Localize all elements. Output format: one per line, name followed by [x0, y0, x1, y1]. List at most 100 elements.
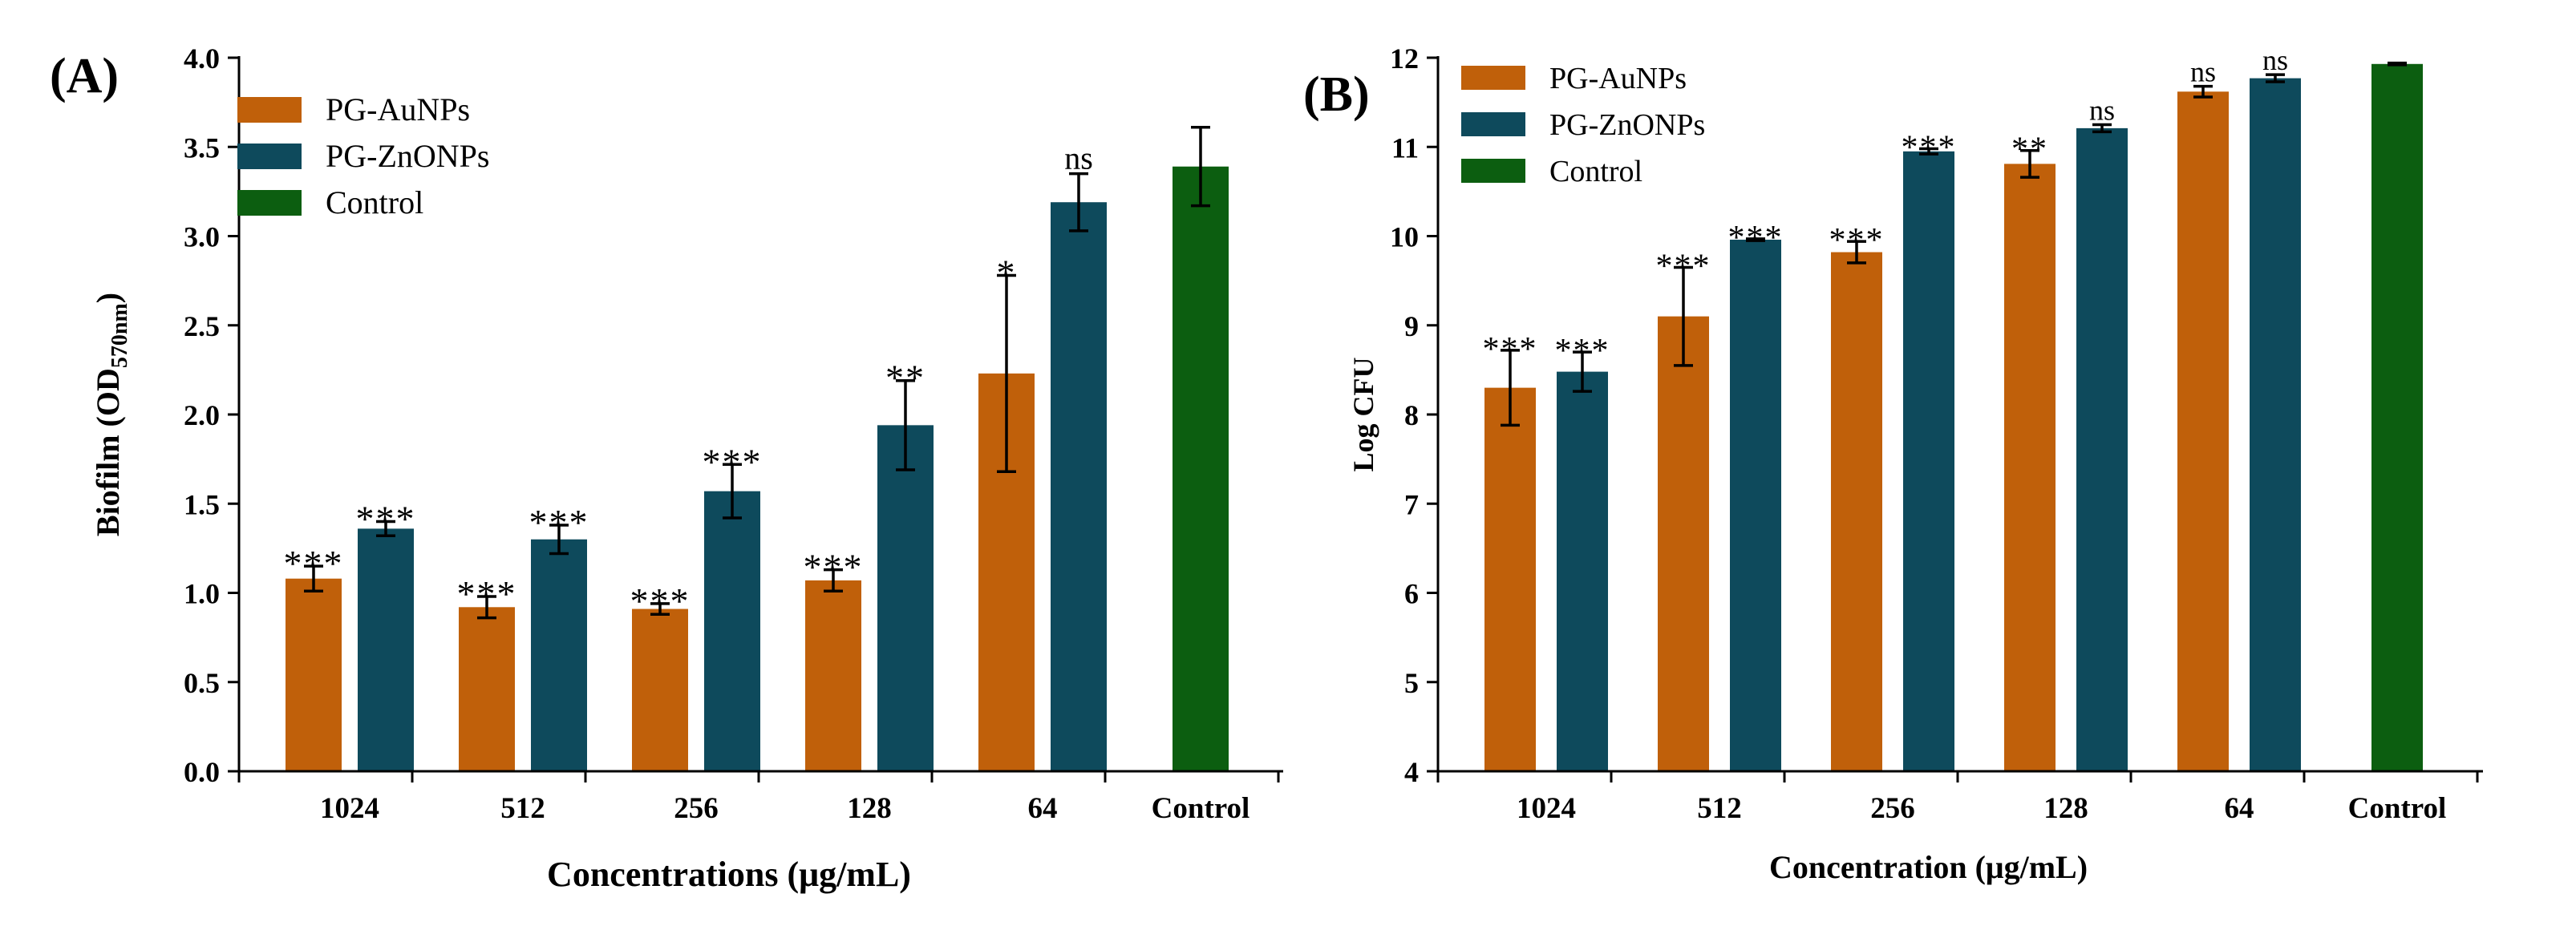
x-tick-label-a: 512 — [500, 792, 545, 825]
error-bar-a-0-0 — [304, 564, 323, 593]
bar-b-pg-znonps-128 — [2076, 127, 2128, 771]
legend-label: PG-AuNPs — [326, 91, 470, 127]
significance-label: *** — [457, 573, 517, 614]
error-bar-b-4-1 — [2266, 73, 2285, 83]
y-tick-label-a: 1.5 — [184, 488, 220, 520]
y-tick-label-a: 2.5 — [184, 310, 220, 342]
significance-label: *** — [630, 580, 691, 621]
bar-b-pg-aunps-1024 — [1484, 387, 1536, 771]
x-tick-label-b: Control — [2348, 792, 2447, 825]
bar-a-pg-znonps-1024 — [358, 528, 414, 771]
error-bar-b-1-1 — [1746, 237, 1765, 242]
bar-a-pg-aunps-1024 — [286, 578, 342, 771]
y-axis-label-a: Biofilm (OD570nm) — [90, 293, 132, 536]
error-bar-b-2-1 — [1919, 147, 1938, 156]
error-bar-a-5-2 — [1191, 126, 1210, 208]
significance-label: ** — [885, 358, 925, 398]
error-bar-b-4-0 — [2193, 84, 2213, 99]
legend-a: PG-AuNPs PG-ZnONPs Control — [237, 91, 489, 220]
significance-label: ** — [2011, 131, 2048, 168]
x-tick-label-a: 128 — [847, 792, 892, 825]
y-axis-label-b: Log CFU — [1347, 358, 1379, 472]
legend-label: PG-AuNPs — [1549, 62, 1687, 95]
y-tick-label-a: 3.5 — [184, 131, 220, 164]
significance-label: *** — [1728, 220, 1784, 257]
bar-b-pg-znonps-512 — [1730, 239, 1781, 771]
error-bar-b-5-2 — [2388, 61, 2407, 67]
y-axis-label-main: Biofilm (OD — [90, 368, 126, 536]
significance-label: *** — [1829, 222, 1885, 259]
bar-a-pg-znonps-256 — [704, 491, 760, 771]
x-tick-label-b: 64 — [2225, 792, 2254, 825]
legend-swatch — [237, 190, 302, 216]
error-bar-a-1-0 — [477, 595, 496, 620]
y-tick-label-a: 2.0 — [184, 399, 220, 431]
significance-label: * — [997, 252, 1017, 293]
y-tick-label-b: 11 — [1391, 131, 1419, 164]
error-bar-a-0-1 — [376, 520, 395, 538]
x-tick-label-b: 512 — [1697, 792, 1742, 825]
error-bar-b-3-1 — [2092, 123, 2112, 134]
x-tick-label-b: 128 — [2043, 792, 2088, 825]
x-axis-label-a: Concentrations (μg/mL) — [547, 855, 911, 894]
y-tick-label-b: 8 — [1404, 399, 1419, 431]
significance-label: *** — [703, 441, 763, 482]
panel-label-b: (B) — [1303, 67, 1370, 122]
x-tick-label-a: 1024 — [320, 792, 379, 825]
error-bar-a-4-1 — [1069, 172, 1088, 233]
bar-b-pg-aunps-512 — [1658, 316, 1709, 771]
y-tick-label-b: 5 — [1404, 667, 1419, 699]
significance-label: *** — [356, 499, 416, 540]
bar-a-pg-aunps-512 — [459, 607, 515, 771]
error-bar-a-2-1 — [723, 463, 742, 520]
significance-label: ns — [2190, 56, 2216, 88]
y-axis-label-subscript: 570nm — [107, 303, 132, 368]
bar-a-pg-znonps-64 — [1051, 202, 1107, 772]
error-bar-a-4-0 — [997, 273, 1016, 473]
y-axis-label-main: Log CFU — [1347, 358, 1379, 472]
error-bar-b-0-1 — [1573, 350, 1592, 393]
significance-label: ns — [1064, 140, 1093, 176]
legend-label: PG-ZnONPs — [326, 138, 489, 174]
legend-swatch — [1461, 66, 1525, 90]
y-tick-label-b: 6 — [1404, 578, 1419, 610]
y-tick-label-b: 4 — [1404, 756, 1419, 788]
y-tick-label-a: 3.0 — [184, 221, 220, 253]
significance-label: *** — [1483, 331, 1538, 368]
y-tick-label-b: 12 — [1390, 42, 1419, 75]
legend-label: Control — [326, 184, 423, 220]
legend-swatch — [1461, 159, 1525, 183]
bar-b-pg-aunps-128 — [2004, 164, 2056, 771]
error-bar-b-1-0 — [1674, 265, 1693, 367]
y-tick-label-a: 0.0 — [184, 756, 220, 788]
x-tick-label-a: 256 — [674, 792, 719, 825]
x-tick-label-b: 256 — [1870, 792, 1915, 825]
error-bar-b-0-0 — [1501, 349, 1520, 427]
legend-label: Control — [1549, 155, 1642, 188]
error-bar-a-3-1 — [896, 378, 915, 471]
significance-label: *** — [529, 502, 589, 543]
significance-label: *** — [804, 547, 864, 588]
x-axis-label-b: Concentration (μg/mL) — [1769, 849, 2088, 885]
y-tick-label-a: 1.0 — [184, 578, 220, 610]
legend-swatch — [1461, 112, 1525, 136]
bar-b-pg-znonps-256 — [1903, 151, 1954, 771]
error-bar-a-2-0 — [650, 602, 670, 616]
x-tick-label-a: Control — [1152, 792, 1250, 825]
bar-b-control-control — [2371, 63, 2423, 772]
significance-label: ns — [2262, 44, 2288, 76]
legend-b: PG-AuNPs PG-ZnONPs Control — [1461, 62, 1705, 188]
x-tick-label-b: 1024 — [1517, 792, 1576, 825]
error-bar-b-3-0 — [2020, 148, 2039, 179]
bar-b-pg-znonps-1024 — [1557, 371, 1608, 771]
significance-label: *** — [1902, 129, 1957, 166]
bar-b-pg-znonps-64 — [2250, 78, 2301, 771]
legend-label: PG-ZnONPs — [1549, 108, 1705, 142]
bar-a-pg-znonps-512 — [531, 539, 587, 771]
bar-b-pg-aunps-256 — [1831, 252, 1882, 771]
bar-a-pg-znonps-128 — [877, 425, 934, 771]
error-bar-a-1-1 — [549, 524, 569, 556]
bar-a-pg-aunps-128 — [805, 580, 861, 771]
